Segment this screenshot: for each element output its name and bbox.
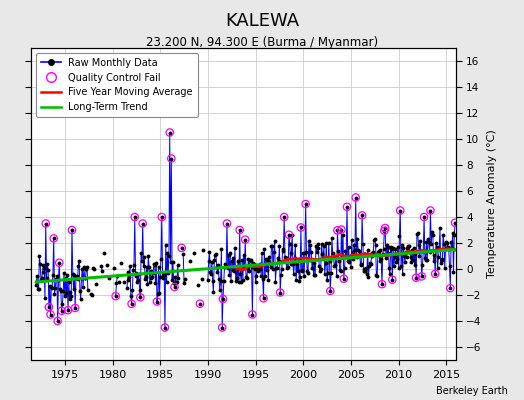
Point (431, 271, 440, 277)
Point (280, 214, 288, 220)
Point (127, 301, 136, 307)
Point (170, 284, 179, 290)
Point (196, 300, 204, 307)
Point (166, 129, 174, 136)
Point (71, 305, 79, 311)
Point (64, 307, 72, 314)
Point (358, 212, 366, 219)
Point (153, 298, 161, 305)
Point (223, 220, 231, 227)
Point (418, 273, 426, 280)
Point (301, 201, 310, 207)
Point (167, 155, 176, 162)
Point (285, 232, 293, 238)
Point (340, 276, 348, 282)
Legend: Raw Monthly Data, Quality Control Fail, Five Year Moving Average, Long-Term Tren: Raw Monthly Data, Quality Control Fail, … (36, 53, 198, 117)
Point (412, 274, 420, 281)
Point (112, 293, 120, 299)
Point (138, 220, 147, 227)
Point (396, 207, 405, 214)
Point (55, 260, 63, 266)
Point (337, 226, 346, 233)
Point (420, 214, 428, 220)
Point (49, 235, 58, 242)
Point (343, 204, 351, 210)
Point (352, 194, 360, 201)
Point (53, 318, 62, 324)
Point (241, 236, 249, 243)
Point (218, 324, 226, 331)
Point (136, 294, 145, 300)
Point (378, 281, 386, 287)
Point (178, 245, 186, 251)
Point (388, 276, 397, 283)
Point (41, 220, 50, 227)
Text: 23.200 N, 94.300 E (Burma / Myanmar): 23.200 N, 94.300 E (Burma / Myanmar) (146, 36, 378, 49)
Text: KALEWA: KALEWA (225, 12, 299, 30)
Point (381, 225, 389, 231)
Point (58, 308, 66, 314)
Point (45, 304, 53, 310)
Point (297, 224, 305, 231)
Point (326, 288, 334, 294)
Point (158, 214, 166, 220)
Y-axis label: Temperature Anomaly (°C): Temperature Anomaly (°C) (487, 130, 497, 278)
Point (446, 285, 454, 292)
Point (451, 220, 459, 226)
Point (235, 227, 244, 233)
Point (130, 214, 139, 220)
Point (68, 227, 76, 233)
Point (333, 227, 342, 234)
Point (259, 295, 268, 302)
Point (219, 296, 227, 302)
Point (46, 311, 54, 318)
Point (248, 311, 257, 318)
Point (161, 324, 169, 331)
Point (276, 289, 285, 296)
Point (380, 228, 388, 234)
Text: Berkeley Earth: Berkeley Earth (436, 386, 508, 396)
Point (426, 207, 434, 214)
